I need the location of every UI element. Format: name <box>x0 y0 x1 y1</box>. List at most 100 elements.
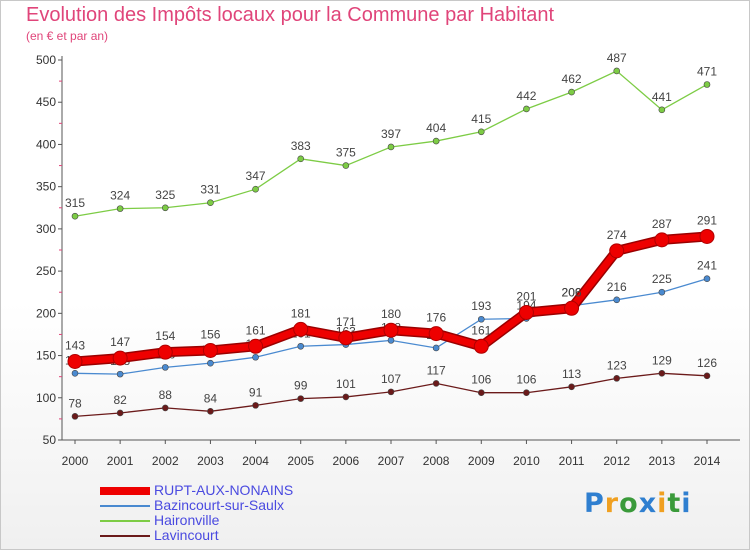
logo-letter: x <box>638 488 658 519</box>
legend-item: Bazincourt-sur-Saulx <box>100 497 360 514</box>
data-label-haironville: 315 <box>65 196 85 210</box>
data-label-rupt-aux-nonains: 274 <box>607 228 627 242</box>
data-label-rupt-aux-nonains: 206 <box>562 285 582 299</box>
data-point-bazincourt-sur-saulx <box>297 342 305 350</box>
legend-label: Haironville <box>154 512 220 528</box>
logo-letter: o <box>619 488 639 519</box>
data-point-haironville <box>523 105 530 113</box>
y-tick-label: 250 <box>36 264 56 278</box>
data-label-haironville: 347 <box>246 169 266 183</box>
data-label-rupt-aux-nonains: 287 <box>652 217 672 231</box>
data-label-bazincourt-sur-saulx: 216 <box>607 280 627 294</box>
data-label-lavincourt: 82 <box>113 393 127 407</box>
legend-item: Lavincourt <box>100 527 360 544</box>
data-label-rupt-aux-nonains: 147 <box>110 335 130 349</box>
y-tick-label: 350 <box>36 180 56 194</box>
data-point-rupt-aux-nonains <box>518 304 534 320</box>
data-label-lavincourt: 123 <box>607 358 627 372</box>
logo-letter: r <box>604 488 620 519</box>
data-point-rupt-aux-nonains <box>338 330 354 346</box>
data-label-haironville: 462 <box>562 72 582 86</box>
data-point-bazincourt-sur-saulx <box>252 353 259 361</box>
x-tick-label: 2013 <box>649 454 676 468</box>
proxiti-logo: Proxiti <box>584 488 692 519</box>
data-label-rupt-aux-nonains: 161 <box>471 323 491 337</box>
data-point-haironville <box>568 88 575 96</box>
data-point-rupt-aux-nonains <box>654 232 670 248</box>
data-point-haironville <box>658 106 666 114</box>
data-point-bazincourt-sur-saulx <box>116 370 124 378</box>
data-point-bazincourt-sur-saulx <box>613 296 621 304</box>
data-point-haironville <box>116 205 124 212</box>
data-label-rupt-aux-nonains: 154 <box>155 329 175 343</box>
data-label-rupt-aux-nonains: 171 <box>336 315 356 329</box>
data-point-lavincourt <box>432 380 440 387</box>
data-label-lavincourt: 106 <box>516 373 536 387</box>
data-label-lavincourt: 106 <box>471 373 491 387</box>
legend-label: Bazincourt-sur-Saulx <box>154 497 284 513</box>
y-tick-label: 100 <box>36 391 56 405</box>
logo-letter: P <box>584 488 605 519</box>
x-tick-label: 2004 <box>242 454 269 468</box>
data-label-rupt-aux-nonains: 181 <box>291 306 311 320</box>
logo-letter: i <box>657 488 668 519</box>
data-point-lavincourt <box>613 375 621 382</box>
legend-swatch <box>100 520 150 522</box>
legend-item: RUPT-AUX-NONAINS <box>100 482 360 499</box>
data-point-rupt-aux-nonains <box>248 338 264 354</box>
chart-title: Evolution des Impôts locaux pour la Comm… <box>26 4 555 26</box>
logo-letter: i <box>681 488 692 519</box>
data-point-lavincourt <box>116 409 124 417</box>
data-label-lavincourt: 99 <box>294 379 308 393</box>
data-label-haironville: 383 <box>291 139 311 153</box>
data-point-rupt-aux-nonains <box>157 344 173 360</box>
data-point-lavincourt <box>252 402 259 409</box>
data-label-rupt-aux-nonains: 143 <box>65 338 85 352</box>
legend-label: Lavincourt <box>154 527 219 543</box>
data-label-rupt-aux-nonains: 291 <box>697 213 717 227</box>
data-point-rupt-aux-nonains <box>473 338 489 354</box>
data-label-bazincourt-sur-saulx: 193 <box>471 299 491 313</box>
data-point-bazincourt-sur-saulx <box>161 364 169 371</box>
y-tick-label: 450 <box>36 95 56 109</box>
data-label-haironville: 331 <box>200 183 220 197</box>
y-tick-label: 300 <box>36 222 56 236</box>
data-point-haironville <box>252 185 259 193</box>
data-label-lavincourt: 126 <box>697 356 717 370</box>
data-point-haironville <box>71 212 79 220</box>
data-label-lavincourt: 113 <box>562 367 581 381</box>
data-point-bazincourt-sur-saulx <box>71 369 79 377</box>
data-point-lavincourt <box>523 389 530 397</box>
data-label-rupt-aux-nonains: 180 <box>381 307 401 321</box>
data-point-lavincourt <box>703 372 711 380</box>
data-label-haironville: 397 <box>381 127 401 141</box>
data-point-haironville <box>613 67 621 75</box>
x-tick-label: 2003 <box>197 454 224 468</box>
data-label-haironville: 324 <box>110 189 130 203</box>
data-label-rupt-aux-nonains: 156 <box>200 327 220 341</box>
data-point-bazincourt-sur-saulx <box>432 344 440 352</box>
data-label-lavincourt: 88 <box>159 388 173 402</box>
data-point-lavincourt <box>297 395 305 402</box>
chart-legend: RUPT-AUX-NONAINS Bazincourt-sur-Saulx Hair… <box>100 482 360 544</box>
data-point-bazincourt-sur-saulx <box>477 315 485 323</box>
x-tick-label: 2000 <box>62 454 89 468</box>
data-point-haironville <box>703 81 711 88</box>
data-point-lavincourt <box>342 393 350 401</box>
data-point-rupt-aux-nonains <box>293 321 309 337</box>
x-tick-label: 2008 <box>423 454 450 468</box>
data-label-haironville: 325 <box>155 188 175 202</box>
logo-letter: t <box>667 488 682 519</box>
data-point-rupt-aux-nonains <box>609 243 625 259</box>
data-point-haironville <box>387 143 395 151</box>
data-label-haironville: 375 <box>336 146 356 160</box>
data-point-rupt-aux-nonains <box>383 322 399 338</box>
data-label-haironville: 471 <box>697 64 717 78</box>
x-tick-label: 2006 <box>333 454 360 468</box>
legend-label: RUPT-AUX-NONAINS <box>154 482 294 498</box>
data-point-bazincourt-sur-saulx <box>658 288 666 296</box>
x-tick-label: 2002 <box>152 454 179 468</box>
data-point-rupt-aux-nonains <box>699 228 715 244</box>
data-point-haironville <box>297 155 305 163</box>
